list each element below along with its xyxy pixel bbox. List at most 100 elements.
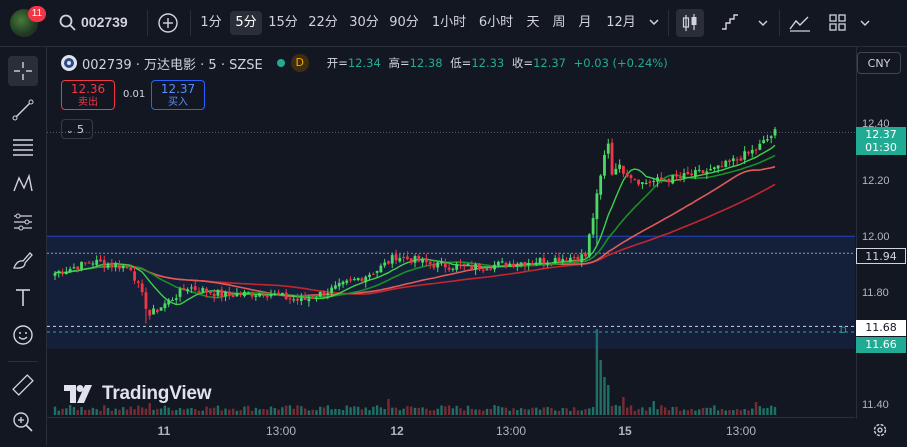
candle-body [190,287,193,289]
currency-selector[interactable]: CNY [857,52,901,74]
volume-bar [675,406,678,415]
forecast-icon [14,213,32,231]
timeframe-month[interactable]: 月 [578,15,592,30]
candle-body [443,262,447,268]
candle-body [201,288,205,292]
compare-symbol-plus-icon[interactable] [157,12,179,34]
symbol-title[interactable]: 002739 · 万达电影 · 5 · SZSE [82,57,263,73]
timeframe-15m[interactable]: 15分 [268,15,298,30]
volume-bar [516,410,519,415]
indicators-collapse-button[interactable]: ⌄ 5 [61,119,93,139]
sell-button[interactable]: 12.36 卖出 [61,80,115,110]
candle-body [322,291,326,296]
candle-body [550,263,553,265]
tradingview-logo[interactable]: TradingView [64,383,212,405]
zoom-tool[interactable] [8,407,38,437]
volume-bar [175,410,178,415]
volume-bar [137,405,140,415]
timeframe-6h[interactable]: 6小时 [478,15,514,30]
ma-mid-line [54,165,776,298]
time-axis[interactable] [47,417,855,447]
chevron-down-icon[interactable] [756,16,770,30]
volume-bar [364,407,367,415]
volume-bar [303,408,307,415]
volume-bar [114,408,117,415]
candle-body [500,261,504,263]
volume-bar [455,405,458,415]
gear-icon[interactable] [872,422,888,438]
timeframe-5m[interactable]: 5分 [230,11,262,35]
timeframe-week[interactable]: 周 [552,15,566,30]
search-icon[interactable] [58,13,78,33]
candle-body [603,154,606,176]
candles-button[interactable] [676,9,704,37]
brush-tool[interactable] [8,245,38,275]
templates-button[interactable] [824,9,852,37]
timeframe-22m[interactable]: 22分 [308,15,338,30]
ruler-tool[interactable] [8,370,38,400]
volume-bar [641,407,644,415]
emoji-tool[interactable] [8,320,38,350]
candle-body [178,288,182,297]
timeframe-day[interactable]: 天 [526,15,540,30]
volume-bar [758,406,762,415]
trend-line-tool[interactable] [8,95,38,125]
crosshair-tool[interactable] [8,56,38,86]
forecast-tool[interactable] [8,207,38,237]
timeframe-90m[interactable]: 90分 [389,15,419,30]
indicators-button[interactable] [786,9,814,37]
candle-body [478,263,481,270]
price-chart[interactable]: D [47,47,855,417]
candle-body [356,278,360,281]
candle-body [402,256,406,258]
timeframe-1m[interactable]: 1分 [200,15,222,30]
candle-body [496,261,500,266]
open-label: 开= [326,56,348,70]
volume-bar [284,405,288,415]
buy-button[interactable]: 12.37 买入 [151,80,205,110]
volume-bar [372,406,375,415]
notification-badge: 11 [28,6,46,22]
sell-price: 12.36 [70,82,106,96]
candle-body [644,182,648,184]
volume-bar [599,360,602,415]
volume-bar [99,410,102,415]
high-value: 12.38 [409,56,443,70]
candle-body [531,263,534,265]
timeframe-1h[interactable]: 1小时 [431,15,467,30]
price-tick: 11.80 [862,287,889,299]
volume-bar [84,409,87,415]
chart-type-button[interactable] [716,9,744,37]
volume-bar [572,407,576,415]
candle-body [678,177,682,179]
candle-body [61,271,64,274]
candle-body [493,264,496,270]
candle-body [345,280,349,283]
horizontal-lines-tool[interactable] [8,132,38,162]
volume-bar [349,407,352,415]
chevron-down-icon[interactable] [858,16,872,30]
symbol-logo-icon [61,55,77,71]
volume-bar [231,408,235,415]
volume-bar [360,409,364,415]
candle-body [216,290,220,296]
symbol-search-text[interactable]: 002739 [81,14,128,30]
volume-bar [743,409,746,415]
text-tool[interactable] [8,282,38,312]
candle-body [235,293,239,297]
timeframe-30m[interactable]: 30分 [349,15,379,30]
volume-bar [440,405,443,415]
chevron-down-icon[interactable] [646,14,662,30]
data-badge[interactable]: D [290,54,309,72]
pattern-tool[interactable] [8,169,38,199]
volume-bar [87,409,91,415]
candle-body [254,295,258,297]
candle-body [625,173,629,177]
timeframe-12month[interactable]: 12月 [606,15,636,30]
price-axis[interactable] [856,47,907,419]
volume-bar [288,405,292,415]
time-tick: 15 [618,424,632,438]
candle-body [311,297,315,299]
candle-body [265,296,269,298]
candle-body [193,286,197,291]
